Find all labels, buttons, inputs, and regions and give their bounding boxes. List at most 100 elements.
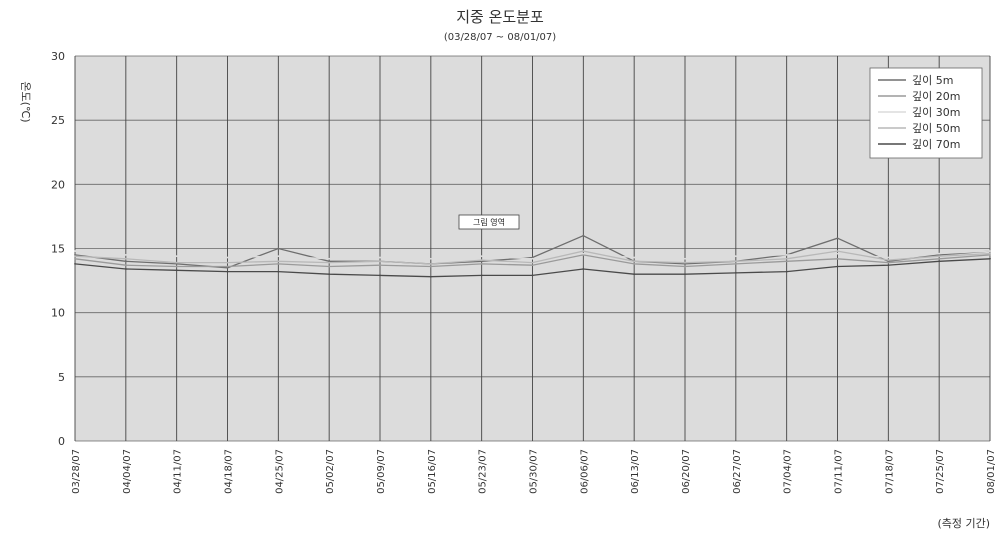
x-tick-label: 03/28/07 bbox=[71, 449, 82, 494]
data-point bbox=[785, 270, 788, 273]
data-point bbox=[684, 265, 686, 268]
data-point bbox=[124, 260, 127, 263]
y-tick-label: 25 bbox=[51, 114, 65, 127]
x-tick-label: 05/16/07 bbox=[427, 449, 438, 494]
data-point bbox=[277, 270, 280, 273]
data-point bbox=[328, 273, 331, 276]
data-point bbox=[582, 234, 585, 237]
data-point bbox=[633, 260, 636, 263]
data-point bbox=[989, 252, 991, 255]
data-point bbox=[379, 274, 381, 277]
x-tick-label: 06/27/07 bbox=[732, 449, 743, 494]
x-tick-label: 06/20/07 bbox=[681, 449, 692, 494]
data-point bbox=[582, 254, 585, 256]
data-point bbox=[938, 252, 941, 255]
legend-label: 깊이 20m bbox=[912, 90, 960, 103]
data-point bbox=[226, 265, 229, 268]
data-point bbox=[836, 257, 839, 260]
data-point bbox=[938, 254, 941, 256]
data-point bbox=[175, 261, 178, 264]
x-tick-label: 06/13/07 bbox=[630, 449, 641, 494]
data-point bbox=[836, 250, 839, 252]
y-tick-label: 30 bbox=[51, 50, 65, 63]
data-point bbox=[379, 260, 381, 263]
data-point bbox=[429, 263, 432, 265]
data-point bbox=[989, 250, 991, 252]
y-tick-label: 15 bbox=[51, 243, 65, 256]
x-tick-label: 04/18/07 bbox=[224, 449, 235, 494]
data-point bbox=[785, 254, 788, 256]
x-tick-labels: 03/28/07 04/04/07 04/11/07 04/18/07 04/25/07… bbox=[71, 449, 997, 494]
data-point bbox=[226, 266, 229, 269]
data-point bbox=[887, 264, 890, 267]
data-point bbox=[328, 260, 331, 263]
x-axis-label: (측정 기간) bbox=[937, 517, 990, 530]
data-point bbox=[480, 260, 483, 263]
y-axis-label: 온도(℃) bbox=[19, 81, 32, 122]
x-tick-label: 06/06/07 bbox=[579, 449, 590, 494]
data-point bbox=[74, 255, 76, 258]
data-point bbox=[887, 256, 890, 259]
data-point bbox=[226, 261, 229, 264]
data-point bbox=[582, 268, 585, 270]
data-point bbox=[379, 256, 381, 259]
data-point bbox=[124, 254, 127, 256]
x-tick-label: 04/25/07 bbox=[274, 449, 285, 494]
data-point bbox=[684, 263, 686, 265]
data-point bbox=[633, 273, 636, 276]
data-point bbox=[480, 263, 483, 265]
data-point bbox=[429, 265, 432, 268]
data-point bbox=[836, 237, 839, 240]
data-point bbox=[226, 256, 229, 259]
data-point bbox=[887, 261, 890, 264]
data-point bbox=[277, 263, 280, 265]
data-point bbox=[989, 254, 991, 256]
x-tick-label: 07/25/07 bbox=[935, 449, 946, 494]
legend-box bbox=[869, 67, 983, 159]
data-point bbox=[684, 273, 686, 276]
data-point bbox=[734, 255, 737, 258]
y-tick-label: 10 bbox=[51, 307, 65, 320]
data-point bbox=[887, 260, 890, 263]
data-point bbox=[277, 260, 280, 263]
x-tick-label: 05/09/07 bbox=[376, 449, 387, 494]
data-point bbox=[328, 261, 331, 264]
data-point bbox=[938, 257, 941, 260]
data-point bbox=[480, 259, 483, 261]
data-point bbox=[836, 252, 839, 255]
data-point bbox=[74, 250, 76, 252]
data-point bbox=[938, 255, 941, 258]
data-point bbox=[124, 264, 127, 267]
data-point bbox=[480, 274, 483, 277]
data-point bbox=[175, 265, 178, 268]
data-point bbox=[887, 259, 890, 261]
data-point bbox=[734, 271, 737, 274]
data-point bbox=[785, 257, 788, 260]
legend: 깊이 5m 깊이 20m 깊이 30m 깊이 50m 깊이 70m bbox=[869, 67, 983, 159]
legend-label: 깊이 5m bbox=[912, 74, 953, 87]
data-point bbox=[531, 261, 534, 264]
legend-label: 깊이 50m bbox=[912, 122, 960, 135]
data-point bbox=[785, 260, 788, 263]
data-point bbox=[582, 252, 585, 255]
chart-subtitle: (03/28/07 ~ 08/01/07) bbox=[444, 32, 556, 43]
data-point bbox=[124, 257, 127, 260]
data-point bbox=[74, 263, 76, 265]
data-point bbox=[175, 255, 178, 258]
x-tick-label: 05/30/07 bbox=[529, 449, 540, 494]
data-point bbox=[328, 265, 331, 268]
x-tick-label: 05/23/07 bbox=[478, 449, 489, 494]
data-point bbox=[734, 263, 737, 265]
data-point bbox=[684, 257, 686, 260]
x-tick-label: 04/04/07 bbox=[122, 449, 133, 494]
y-tick-label: 0 bbox=[58, 435, 65, 448]
plot-area-annotation: 그림 영역 bbox=[458, 214, 520, 230]
data-point bbox=[379, 264, 381, 267]
gridlines bbox=[74, 55, 991, 442]
data-point bbox=[429, 275, 432, 278]
data-point bbox=[124, 268, 127, 270]
data-point bbox=[74, 257, 76, 260]
data-point bbox=[531, 256, 534, 259]
x-tick-label: 08/01/07 bbox=[986, 449, 997, 494]
